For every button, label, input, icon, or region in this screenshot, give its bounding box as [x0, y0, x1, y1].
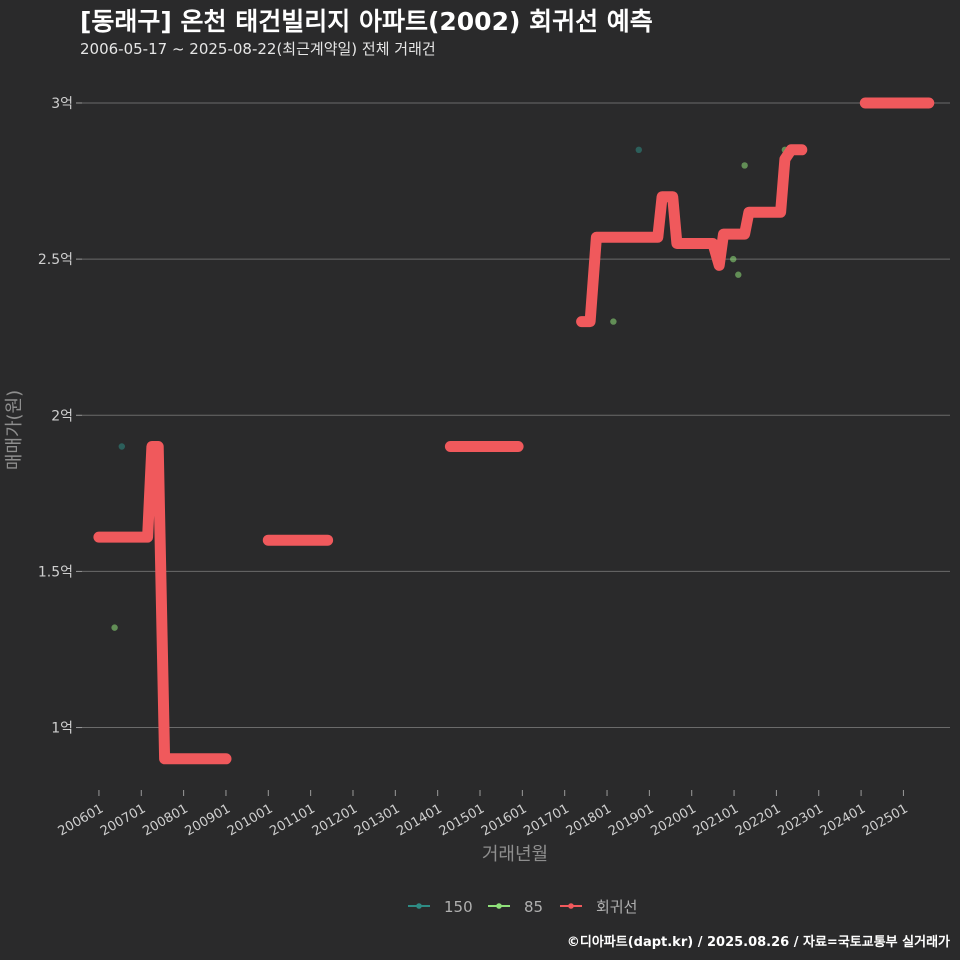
legend-marker-회귀선	[568, 903, 574, 909]
regression-line	[93, 97, 935, 765]
data-point-85	[730, 255, 737, 263]
x-tick-label: 201501	[437, 801, 487, 839]
data-point-85	[111, 624, 118, 631]
x-axis-ticks: 2006012007012008012009012010012011012012…	[56, 790, 911, 839]
data-point-85	[610, 318, 617, 325]
chart-subtitle: 2006-05-17 ~ 2025-08-22(최근계약일) 전체 거래건	[80, 40, 436, 58]
chart-title: [동래구] 온천 태건빌리지 아파트(2002) 회귀선 예측	[80, 7, 653, 36]
x-tick-label: 201201	[310, 801, 360, 839]
x-axis-title: 거래년월	[482, 844, 548, 865]
y-tick-label: 1억	[51, 721, 73, 737]
x-tick-label: 201301	[352, 801, 402, 839]
y-tick-label: 2억	[51, 408, 73, 424]
data-point-150	[635, 146, 642, 154]
scatter-points	[111, 146, 789, 631]
legend-label-85: 85	[524, 898, 543, 916]
legend-label-회귀선: 회귀선	[596, 898, 637, 916]
legend-label-150: 150	[444, 898, 473, 916]
y-axis-ticks: 1억 1.5억 2억 2.5억 3억	[38, 96, 82, 737]
grid-lines	[82, 102, 950, 729]
x-tick-label: 201401	[394, 801, 444, 839]
x-tick-label: 201001	[225, 801, 275, 839]
legend: 150 85 회귀선	[408, 898, 637, 916]
y-tick-label: 1.5억	[38, 564, 73, 580]
x-tick-label: 202501	[860, 801, 910, 839]
x-tick-label: 202201	[733, 801, 783, 839]
x-tick-label: 201801	[564, 801, 614, 839]
source-caption: ©디아파트(dapt.kr) / 2025.08.26 / 자료=국토교통부 실…	[566, 935, 950, 950]
regression-segment	[576, 144, 808, 328]
x-tick-label: 201701	[521, 801, 571, 839]
y-tick-label: 2.5억	[38, 252, 73, 268]
data-point-85	[735, 271, 742, 278]
regression-segment	[93, 441, 232, 765]
x-tick-label: 202101	[691, 801, 741, 839]
x-tick-label: 202301	[775, 801, 825, 839]
y-axis-title: 매매가(원)	[4, 390, 25, 470]
legend-marker-85	[496, 903, 502, 909]
x-tick-label: 201601	[479, 801, 529, 839]
x-tick-label: 202001	[648, 801, 698, 839]
x-tick-label: 202401	[818, 801, 868, 839]
x-tick-label: 201901	[606, 801, 656, 839]
x-tick-label: 200901	[183, 801, 233, 839]
y-tick-label: 3억	[51, 96, 73, 112]
data-point-150	[118, 443, 126, 450]
data-point-85	[741, 162, 748, 169]
legend-marker-150	[416, 903, 422, 909]
x-tick-label: 201101	[267, 801, 317, 839]
x-tick-label: 200601	[56, 801, 106, 839]
x-tick-label: 200701	[98, 801, 148, 839]
x-tick-label: 200801	[140, 801, 190, 839]
